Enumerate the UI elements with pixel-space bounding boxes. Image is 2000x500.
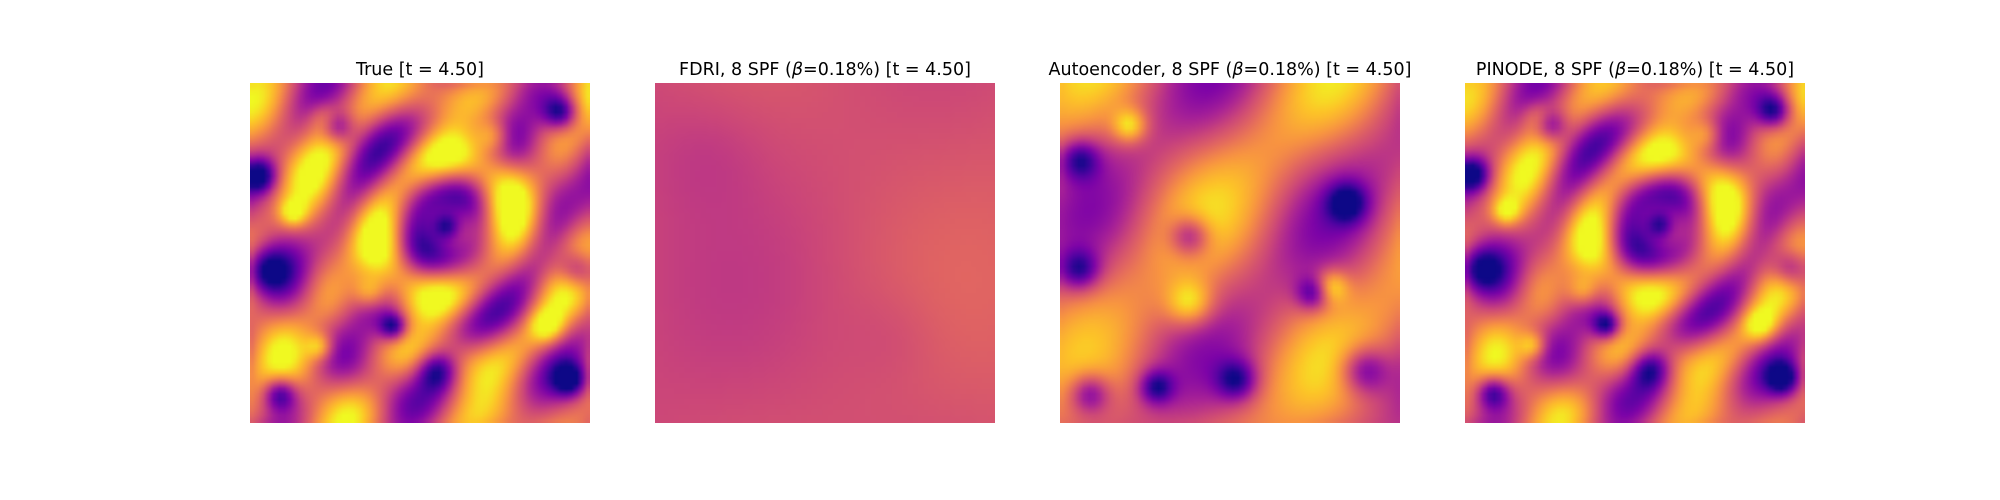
panel-title: PINODE, 8 SPF (β=0.18%) [t = 4.50] xyxy=(1405,58,1865,82)
title-beta: β xyxy=(1614,60,1627,80)
panel-title: True [t = 4.50] xyxy=(190,58,650,82)
title-prefix: FDRI, 8 SPF ( xyxy=(679,60,792,80)
heatmap-fdri-reconstruction xyxy=(655,83,995,423)
heatmap-true-field xyxy=(250,83,590,423)
title-suffix: =0.18%) [t = 4.50] xyxy=(1626,60,1795,80)
title-prefix: Autoencoder, 8 SPF ( xyxy=(1048,60,1233,80)
panel-title: FDRI, 8 SPF (β=0.18%) [t = 4.50] xyxy=(595,58,1055,82)
title-beta: β xyxy=(791,60,804,80)
panel-title: Autoencoder, 8 SPF (β=0.18%) [t = 4.50] xyxy=(1000,58,1460,82)
title-suffix: =0.18%) [t = 4.50] xyxy=(1243,60,1412,80)
title-prefix: PINODE, 8 SPF ( xyxy=(1475,60,1615,80)
heatmap-autoencoder-reconstruction xyxy=(1060,83,1400,423)
title-suffix: =0.18%) [t = 4.50] xyxy=(803,60,971,80)
title-prefix: True [t = 4.50] xyxy=(355,60,484,80)
heatmap-pinode-reconstruction xyxy=(1465,83,1805,423)
title-beta: β xyxy=(1232,60,1244,80)
